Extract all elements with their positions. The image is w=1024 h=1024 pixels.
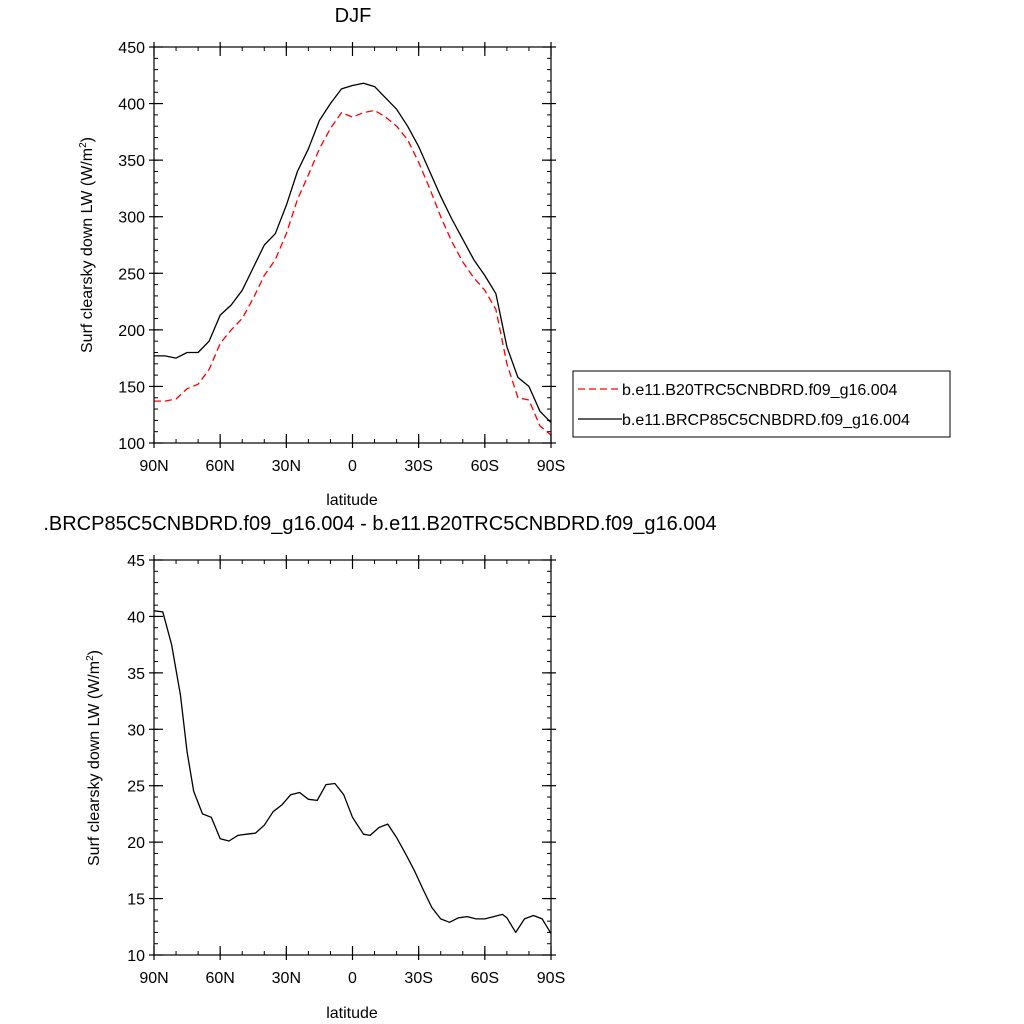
top-chart-frame xyxy=(153,46,552,444)
bottom-ytick-label: 30 xyxy=(127,722,145,739)
bottom-xtick-label: 30S xyxy=(404,970,432,987)
top-ytick-label: 450 xyxy=(118,40,145,57)
legend: b.e11.B20TRC5CNBDRD.f09_g16.004 b.e11.BR… xyxy=(572,370,951,438)
top-panel: DJF 100 150 200 250 300 350 400 450 90N 60N 30N 0 30… xyxy=(78,5,951,509)
top-chart-ylabel: Surf clearsky down LW (W/m2) xyxy=(78,137,96,353)
bottom-ytick-label: 25 xyxy=(127,779,145,796)
top-chart-axes: 100 150 200 250 300 350 400 450 90N 60N 30N 0 30S 60S… xyxy=(118,40,565,475)
top-xtick-label: 30S xyxy=(404,458,432,475)
bottom-xtick-label: 90S xyxy=(537,970,565,987)
bottom-chart-frame xyxy=(153,559,552,956)
top-series-line-1 xyxy=(154,109,552,436)
bottom-ytick-label: 35 xyxy=(127,666,145,683)
bottom-xtick-label: 0 xyxy=(348,970,357,987)
top-xtick-label: 90S xyxy=(537,458,565,475)
bottom-xtick-label: 60S xyxy=(471,970,499,987)
bottom-chart-ylabel-close: ) xyxy=(86,650,103,655)
top-chart-title: DJF xyxy=(335,5,372,27)
bottom-chart-axes: 10 15 20 25 30 35 40 45 90N 60N 30N 0 30S 60S 90S xyxy=(127,553,565,987)
top-series-line-2 xyxy=(154,82,552,424)
bottom-xtick-label: 90N xyxy=(139,970,168,987)
top-chart-ylabel-main: Surf clearsky down LW (W/m xyxy=(79,148,96,353)
top-chart-series xyxy=(154,82,552,436)
top-ytick-label: 100 xyxy=(118,436,145,453)
bottom-xtick-label: 30N xyxy=(272,970,301,987)
top-chart-xlabel: latitude xyxy=(326,492,378,509)
bottom-chart-ylabel-sup: 2 xyxy=(85,655,96,661)
legend-label-series-2: b.e11.BRCP85C5CNBDRD.f09_g16.004 xyxy=(622,412,910,429)
bottom-ytick-label: 15 xyxy=(127,892,145,909)
bottom-chart-series xyxy=(153,610,552,934)
top-ytick-label: 150 xyxy=(118,379,145,396)
bottom-panel: .BRCP85C5CNBDRD.f09_g16.004 - b.e11.B20T… xyxy=(43,513,716,1022)
top-ytick-label: 400 xyxy=(118,97,145,114)
top-ytick-label: 250 xyxy=(118,266,145,283)
bottom-ytick-label: 10 xyxy=(127,948,145,965)
bottom-chart-ylabel-main: Surf clearsky down LW (W/m xyxy=(86,661,103,866)
bottom-ytick-label: 20 xyxy=(127,835,145,852)
bottom-chart-ylabel: Surf clearsky down LW (W/m2) xyxy=(85,650,103,866)
top-ytick-label: 350 xyxy=(118,153,145,170)
bottom-chart-xlabel: latitude xyxy=(326,1005,378,1022)
top-chart-ylabel-sup: 2 xyxy=(78,142,89,148)
bottom-series-line-1 xyxy=(153,610,552,934)
bottom-chart-title: .BRCP85C5CNBDRD.f09_g16.004 - b.e11.B20T… xyxy=(43,513,716,535)
top-chart-ylabel-close: ) xyxy=(79,137,96,142)
top-xtick-label: 90N xyxy=(139,458,168,475)
top-xtick-label: 60S xyxy=(471,458,499,475)
top-xtick-label: 60N xyxy=(205,458,234,475)
top-xtick-label: 0 xyxy=(348,458,357,475)
bottom-ytick-label: 45 xyxy=(127,553,145,570)
bottom-xtick-label: 60N xyxy=(205,970,234,987)
bottom-ytick-label: 40 xyxy=(127,609,145,626)
top-ytick-label: 300 xyxy=(118,210,145,227)
top-ytick-label: 200 xyxy=(118,323,145,340)
top-xtick-label: 30N xyxy=(272,458,301,475)
legend-label-series-1: b.e11.B20TRC5CNBDRD.f09_g16.004 xyxy=(622,382,898,399)
legend-box xyxy=(572,370,951,438)
